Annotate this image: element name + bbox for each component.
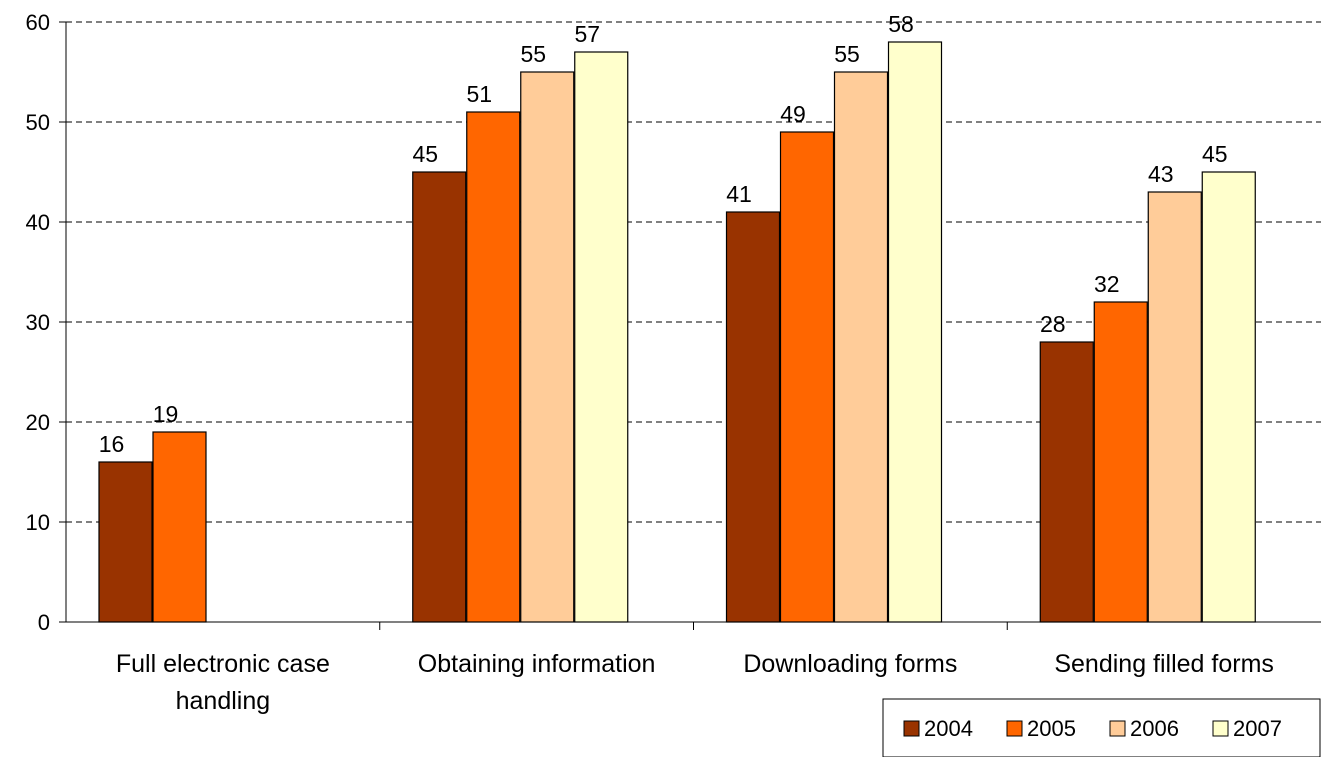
legend-label-2004: 2004 — [924, 716, 973, 741]
data-label: 58 — [888, 11, 914, 37]
legend-swatch-2007 — [1212, 720, 1229, 737]
bar-2004 — [1039, 341, 1094, 623]
bars — [98, 41, 1256, 623]
bar-2006 — [520, 71, 575, 623]
data-label: 51 — [466, 81, 492, 107]
bar-2007 — [574, 51, 629, 623]
category-label: handling — [176, 687, 271, 715]
data-labels: 16 19 45 51 55 57 41 49 55 58 28 32 43 45 — [99, 11, 1228, 457]
bar-2004 — [725, 211, 781, 623]
data-label: 19 — [153, 401, 179, 427]
bar-2004 — [412, 171, 467, 623]
data-label: 55 — [834, 41, 860, 67]
y-tick-label: 20 — [26, 410, 50, 435]
data-label: 28 — [1040, 311, 1066, 337]
bar-2004 — [98, 461, 153, 623]
legend-swatch-2006 — [1109, 720, 1126, 737]
bar-2007 — [1201, 171, 1256, 623]
bar-2005 — [1093, 301, 1148, 623]
y-tick-label: 30 — [26, 310, 50, 335]
bar-2005 — [779, 131, 835, 623]
legend-label-2007: 2007 — [1233, 716, 1282, 741]
data-label: 45 — [412, 141, 438, 167]
category-label: Obtaining information — [418, 650, 656, 678]
data-label: 49 — [780, 101, 806, 127]
data-label: 41 — [726, 181, 752, 207]
bar-2006 — [1147, 191, 1202, 623]
bar-2006 — [833, 71, 889, 623]
legend-label-2006: 2006 — [1130, 716, 1179, 741]
legend-label-2005: 2005 — [1027, 716, 1076, 741]
y-tick-label: 40 — [26, 210, 50, 235]
legend-swatch-2005 — [1006, 720, 1023, 737]
y-tick-label: 0 — [38, 610, 50, 635]
bar-2005 — [466, 111, 521, 623]
data-label: 43 — [1148, 161, 1174, 187]
category-label: Sending filled forms — [1054, 650, 1274, 678]
y-tick-label: 10 — [26, 510, 50, 535]
bar-2005 — [152, 431, 207, 623]
bar-2007 — [887, 41, 943, 623]
data-label: 55 — [520, 41, 546, 67]
legend-swatch-2004 — [903, 720, 920, 737]
category-label: Downloading forms — [743, 650, 957, 678]
data-label: 45 — [1202, 141, 1228, 167]
data-label: 16 — [99, 431, 125, 457]
data-label: 32 — [1094, 271, 1120, 297]
category-label: Full electronic case — [116, 650, 330, 678]
data-label: 57 — [574, 21, 600, 47]
legend: 2004 2005 2006 2007 — [882, 698, 1321, 758]
y-tick-label: 50 — [26, 110, 50, 135]
y-tick-label: 60 — [26, 10, 50, 35]
